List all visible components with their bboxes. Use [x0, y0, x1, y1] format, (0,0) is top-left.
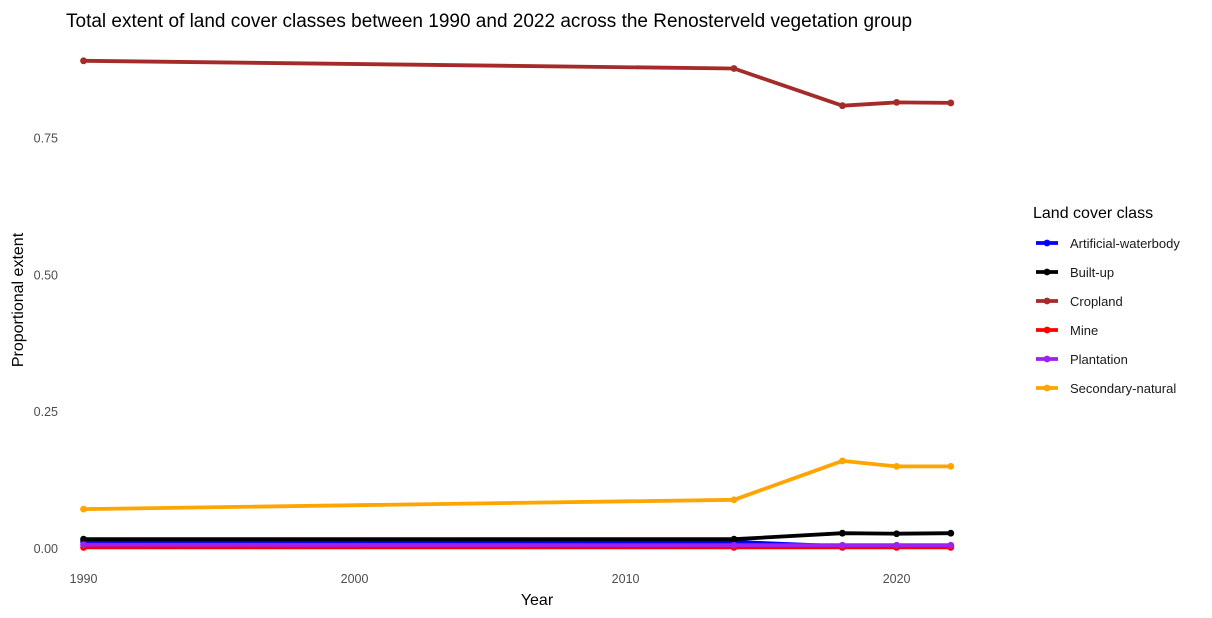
legend-item: Cropland [1036, 294, 1123, 309]
data-point [893, 530, 900, 538]
series-line [81, 58, 953, 108]
data-point [893, 463, 900, 470]
series-built-up [80, 529, 955, 543]
data-point [893, 99, 900, 106]
legend-label: Mine [1070, 323, 1098, 338]
y-tick-label: 0.75 [34, 132, 58, 146]
x-tick-label: 2020 [883, 572, 911, 586]
legend-key-point [1043, 384, 1051, 392]
y-axis-title: Proportional extent [10, 232, 27, 367]
legend-key-point [1043, 239, 1051, 247]
legend-label: Cropland [1070, 294, 1123, 309]
series-plantation [80, 541, 955, 549]
data-point [838, 457, 846, 465]
y-axis: 0.00 0.25 0.50 0.75 [34, 132, 58, 557]
legend-item: Secondary-natural [1036, 381, 1176, 396]
legend: Land cover class Artificial-waterbody Bui… [1033, 205, 1180, 396]
data-point [838, 102, 846, 110]
series-cropland [80, 57, 955, 110]
chart-title: Total extent of land cover classes betwe… [66, 11, 912, 32]
x-tick-label: 2010 [612, 572, 640, 586]
legend-label: Built-up [1070, 265, 1114, 280]
legend-item: Artificial-waterbody [1036, 236, 1180, 251]
legend-key-point [1043, 268, 1051, 276]
data-point [947, 529, 955, 537]
legend-title: Land cover class [1033, 205, 1153, 222]
series-line [81, 542, 953, 548]
legend-label: Secondary-natural [1070, 381, 1176, 396]
legend-key-point [1043, 326, 1051, 334]
data-point [80, 535, 87, 543]
x-axis-title: Year [521, 592, 554, 609]
x-tick-label: 2000 [341, 572, 369, 586]
data-point [838, 529, 846, 537]
y-tick-label: 0.00 [34, 542, 58, 556]
x-axis: 1990 2000 2010 2020 [70, 572, 911, 586]
data-point [838, 541, 846, 549]
legend-item: Plantation [1036, 352, 1128, 367]
x-tick-label: 1990 [70, 572, 98, 586]
plot-area [80, 57, 955, 551]
data-point [730, 65, 738, 72]
legend-item: Built-up [1036, 265, 1114, 280]
data-point [730, 496, 738, 504]
data-point [730, 541, 738, 549]
data-point [80, 541, 87, 549]
series-secondary-natural [80, 457, 955, 513]
data-point [947, 463, 955, 470]
legend-key-point [1043, 297, 1051, 305]
legend-key-point [1043, 355, 1051, 363]
data-point [947, 541, 955, 549]
data-point [893, 541, 900, 549]
series-line [81, 531, 953, 542]
legend-item: Mine [1036, 323, 1098, 338]
y-tick-label: 0.50 [34, 268, 58, 282]
series-line [81, 458, 953, 512]
y-tick-label: 0.25 [34, 405, 58, 419]
legend-label: Artificial-waterbody [1070, 236, 1180, 251]
data-point [80, 57, 87, 65]
data-point [730, 535, 738, 543]
legend-label: Plantation [1070, 352, 1128, 367]
data-point [947, 99, 955, 107]
data-point [80, 505, 87, 513]
